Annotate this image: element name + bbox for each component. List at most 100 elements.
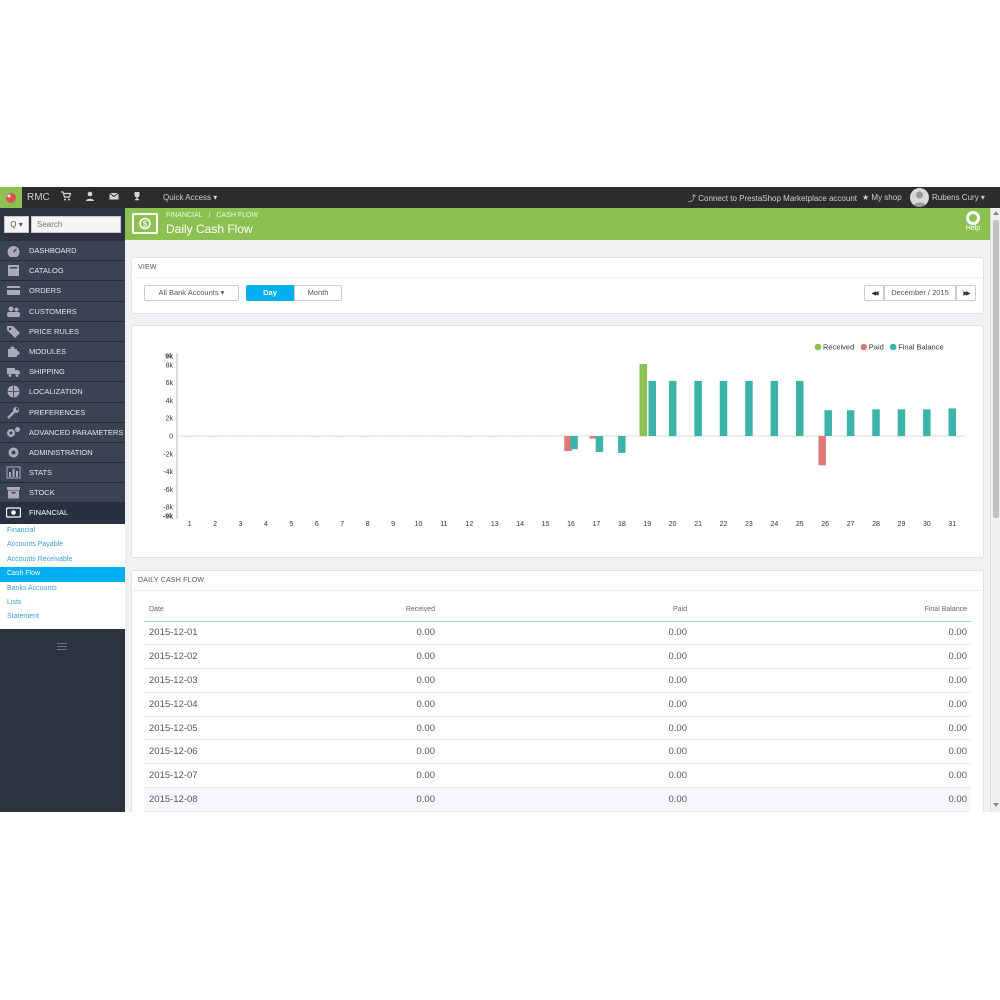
table-row[interactable]: 2015-12-02 0.00 0.00 0.00 [144,644,971,670]
breadcrumb-financial[interactable]: FINANCIAL [166,212,203,219]
column-header-date[interactable]: Date [144,598,349,622]
period-label: December / 2015 [884,285,956,301]
cell-final-balance: 0.00 [691,644,971,670]
submenu-item-accounts-receivable[interactable]: Accounts Receivable [7,555,73,563]
cart-icon[interactable] [61,191,73,203]
user-menu[interactable]: Rubens Cury ▾ [932,193,985,202]
column-header-final-balance[interactable]: Final Balance [691,598,971,622]
bar-final-balance-day-14 [516,436,524,437]
submenu-item-financial[interactable]: Financial [7,527,36,534]
day-toggle-button[interactable]: Day [246,285,294,301]
bar-paid-day-19 [640,436,649,437]
column-header-received[interactable]: Received [349,598,439,622]
sidebar-item-stats[interactable]: STATS [0,463,125,484]
search-type-button[interactable]: Q ▾ [4,216,29,233]
submenu-item-accounts-payable[interactable]: Accounts Payable [7,541,64,549]
sidebar-item-catalog[interactable]: CATALOG [0,261,125,282]
search-input[interactable] [31,216,121,233]
help-button[interactable]: Help [963,211,983,232]
table-row[interactable]: 2015-12-01 0.00 0.00 0.00 [144,621,971,646]
next-period-button[interactable]: ▶▶ [956,285,976,301]
quick-access-menu[interactable]: Quick Access ▾ [163,193,218,202]
cell-received: 0.00 [349,668,439,693]
legend-label-final-balance: Final Balance [898,343,943,352]
table-row[interactable]: 2015-12-08 0.00 0.00 0.00 [144,787,971,812]
bar-paid-day-20 [665,436,674,437]
user-icon[interactable] [85,191,97,203]
month-toggle-button[interactable]: Month [294,285,342,301]
x-tick-label: 2 [213,521,217,528]
sidebar-item-advanced-parameters[interactable]: ADVANCED PARAMETERS [0,422,125,443]
submenu-item-cash-flow[interactable]: Cash Flow [0,567,125,582]
cogs-icon [6,426,21,439]
sidebar-item-orders[interactable]: ORDERS [0,281,125,302]
admin-app: RMC Quick Access ▾ ⤴ Connect to PrestaSh… [0,187,1000,812]
bank-account-select[interactable]: All Bank Accounts ▾ [144,285,239,301]
collapse-menu-icon[interactable] [57,643,67,652]
cell-paid: 0.00 [439,692,691,717]
sidebar-item-modules[interactable]: MODULES [0,341,125,363]
sidebar-item-label: LOCALIZATION [29,387,83,397]
table-row[interactable]: 2015-12-05 0.00 0.00 0.00 [144,716,971,741]
cell-date: 2015-12-02 [144,644,349,670]
bar-received-day-19 [639,364,648,436]
financial-submenu: Financial Accounts Payable Accounts Receiv… [0,524,125,629]
legend-marker-received [814,343,822,351]
submenu-item-statement[interactable]: Statement [7,613,39,621]
x-tick-label: 4 [264,521,268,528]
sidebar: Q ▾ DASHBOARD CATALOG ORDERS CUSTOMERS PRICE… [0,208,125,812]
table-row[interactable]: 2015-12-06 0.00 0.00 0.00 [144,739,971,765]
sidebar-item-dashboard[interactable]: DASHBOARD [0,241,125,262]
top-bar: RMC Quick Access ▾ ⤴ Connect to PrestaSh… [0,187,1000,208]
bar-final-balance-day-27 [846,410,855,436]
x-tick-label: 16 [567,521,575,528]
sidebar-item-shipping[interactable]: SHIPPING [0,362,125,383]
bar-paid-day-29 [894,436,903,437]
users-icon [6,305,21,318]
cash-flow-table: Date Received Paid Final Balance 2015-12… [144,598,971,812]
cell-date: 2015-12-08 [144,787,349,812]
sidebar-item-preferences[interactable]: PREFERENCES [0,402,125,423]
cell-received: 0.00 [349,763,439,789]
table-row[interactable]: 2015-12-04 0.00 0.00 0.00 [144,692,971,717]
sidebar-item-stock[interactable]: STOCK [0,483,125,504]
trophy-icon[interactable] [132,191,144,203]
sidebar-item-price-rules[interactable]: PRICE RULES [0,321,125,342]
sidebar-item-label: ADVANCED PARAMETERS [29,427,124,437]
sidebar-item-administration[interactable]: ADMINISTRATION [0,442,125,464]
legend-label-paid: Paid [869,343,884,352]
cell-final-balance: 0.00 [691,692,971,717]
scroll-down-arrow-icon[interactable] [993,803,999,807]
table-row[interactable]: 2015-12-07 0.00 0.00 0.00 [144,763,971,789]
table-row[interactable]: 2015-12-03 0.00 0.00 0.00 [144,668,971,693]
shop-name[interactable]: RMC [27,192,50,203]
page-header: $ FINANCIAL / CASH FLOW Daily Cash Flow … [125,208,990,240]
cell-received: 0.00 [349,692,439,717]
sidebar-item-customers[interactable]: CUSTOMERS [0,301,125,322]
cell-final-balance: 0.00 [691,787,971,812]
view-panel-heading: VIEW [138,264,157,271]
previous-period-button[interactable]: ◀◀ [864,285,884,301]
breadcrumb-cash-flow[interactable]: CASH FLOW [216,212,259,219]
x-tick-label: 19 [643,521,651,528]
bar-paid-day-31 [945,436,954,437]
cell-paid: 0.00 [439,644,691,670]
scroll-up-arrow-icon[interactable] [993,211,999,215]
my-shop-link[interactable]: ★ My shop [862,193,902,202]
x-tick-label: 13 [491,521,499,528]
prestashop-logo[interactable] [0,187,22,208]
bar-final-balance-day-13 [490,436,499,437]
avatar[interactable] [910,188,929,207]
sidebar-item-financial[interactable]: FINANCIAL [0,503,125,524]
column-header-paid[interactable]: Paid [439,598,691,622]
sidebar-item-localization[interactable]: LOCALIZATION [0,382,125,403]
mail-icon[interactable] [109,191,121,203]
bar-final-balance-day-12 [465,436,474,437]
scrollbar-thumb[interactable] [993,220,999,518]
page-scrollbar[interactable] [990,208,1000,812]
submenu-item-lists[interactable]: Lists [7,598,22,606]
sidebar-item-label: CUSTOMERS [29,306,77,316]
submenu-item-banks-accounts[interactable]: Banks Accounts [7,584,57,592]
marketplace-connect-link[interactable]: ⤴ Connect to PrestaShop Marketplace acco… [688,193,857,204]
sidebar-item-label: ADMINISTRATION [29,447,93,457]
